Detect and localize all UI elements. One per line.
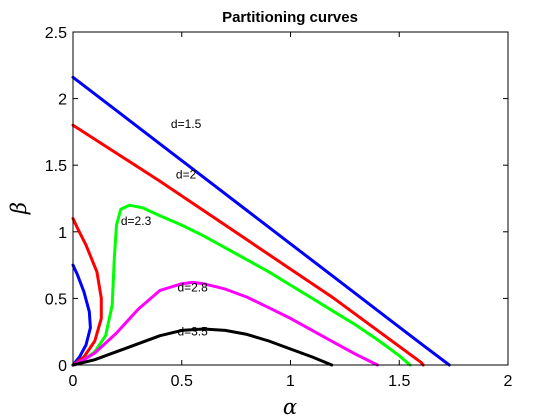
y-tick-label: 2: [58, 92, 67, 109]
curve-annotation: d=3.5: [177, 325, 208, 339]
x-tick-label: 1.5: [388, 373, 410, 390]
chart-title: Partitioning curves: [222, 9, 358, 26]
series-line-d-2-0: [71, 123, 425, 367]
plot-area: 0 0.5 1 1.5 2 0 0.5 1 1.5 2 2.5 d=1.5 d=2 d=2.3 d=2.8 d…: [45, 25, 513, 390]
y-tick-label: 2.5: [45, 25, 67, 42]
x-axis-label: α: [283, 395, 297, 419]
curve-annotation: d=2: [176, 168, 197, 182]
y-tick-label: 1: [58, 225, 67, 242]
curve-annotation: d=1.5: [171, 117, 202, 131]
x-tick-label: 2: [504, 373, 513, 390]
series-line-d-2-3-0: [71, 203, 412, 367]
y-tick-label: 0.5: [45, 291, 67, 308]
y-tick-label: 1.5: [45, 158, 67, 175]
x-tick-label: 0.5: [171, 373, 193, 390]
curve-annotation: d=2.8: [177, 281, 208, 295]
y-axis-label: β: [7, 202, 31, 215]
curve-annotation: d=2.3: [121, 214, 152, 228]
series-line-d-2-1: [71, 217, 103, 367]
series-line-d-2-8-0: [71, 280, 379, 367]
y-tick-label: 0: [58, 358, 67, 375]
plot-frame: [72, 31, 509, 366]
series-line-d-1-5-1: [71, 263, 92, 367]
series-line-d-3-5-0: [71, 327, 334, 367]
series-line-d-1-5-0: [71, 75, 451, 367]
x-tick-label: 0: [69, 373, 78, 390]
x-tick-label: 1: [286, 373, 295, 390]
